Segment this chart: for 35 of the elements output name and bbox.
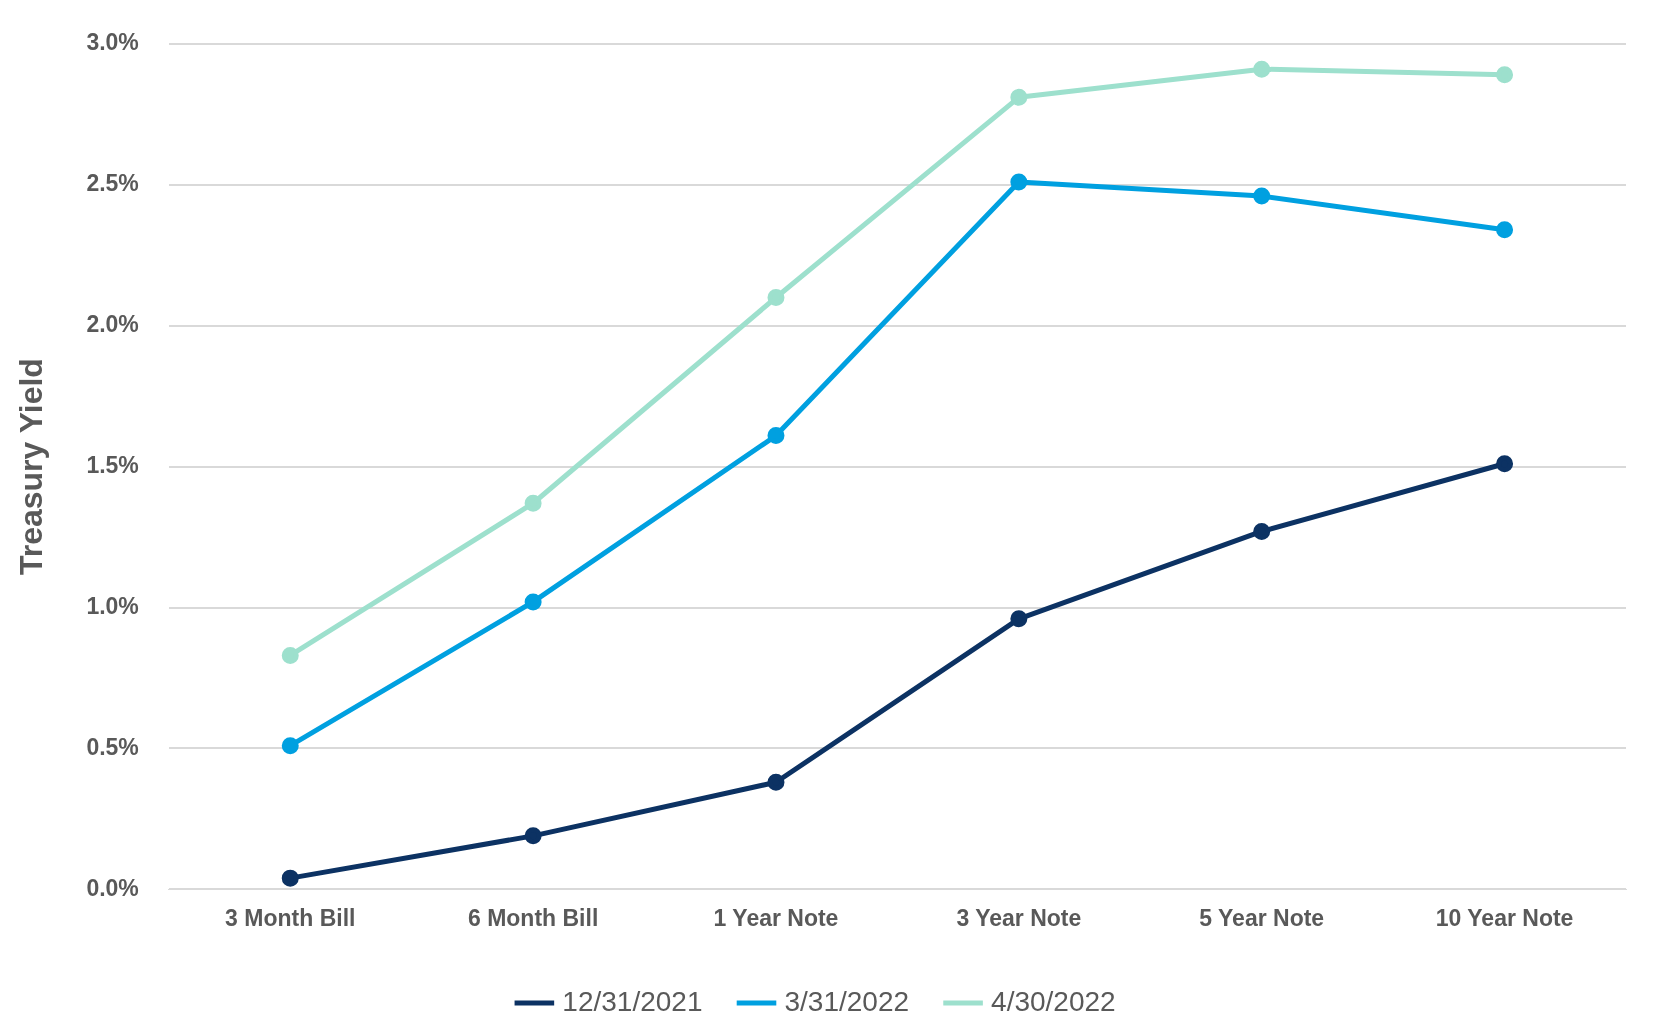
- point: [1010, 173, 1028, 191]
- point: [1010, 610, 1028, 628]
- point: [524, 593, 542, 611]
- point: [767, 427, 785, 445]
- y-tick-label: 0.5%: [86, 733, 139, 760]
- y-tick-label: 0.0%: [86, 874, 139, 901]
- x-tick-label: 5 Year Note: [1199, 904, 1325, 931]
- y-tick-label: 2.5%: [86, 170, 139, 197]
- y-tick-label: 1.0%: [86, 592, 139, 619]
- legend-label: 3/31/2022: [784, 985, 910, 1017]
- point: [281, 869, 299, 887]
- point: [524, 827, 542, 845]
- point: [1496, 66, 1514, 84]
- legend-label: 4/30/2022: [991, 985, 1116, 1017]
- point: [1496, 455, 1514, 473]
- x-tick-label: 1 Year Note: [713, 904, 839, 931]
- point: [1010, 88, 1028, 106]
- point: [767, 288, 785, 306]
- point: [1253, 60, 1271, 78]
- legend-label: 12/31/2021: [562, 985, 703, 1017]
- y-tick-label: 3.0%: [86, 29, 139, 56]
- y-axis-title: Treasury Yield: [13, 358, 50, 576]
- y-tick-label: 1.5%: [86, 451, 139, 478]
- point: [281, 646, 299, 664]
- point: [1253, 522, 1271, 540]
- x-tick-label: 6 Month Bill: [467, 904, 599, 931]
- point: [524, 494, 542, 512]
- y-tick-label: 2.0%: [86, 311, 139, 338]
- x-tick-label: 10 Year Note: [1435, 904, 1574, 931]
- point: [1496, 221, 1514, 239]
- point: [767, 773, 785, 791]
- x-tick-label: 3 Year Note: [956, 904, 1082, 931]
- x-tick-label: 3 Month Bill: [225, 904, 356, 931]
- point: [281, 737, 299, 755]
- point: [1253, 187, 1271, 205]
